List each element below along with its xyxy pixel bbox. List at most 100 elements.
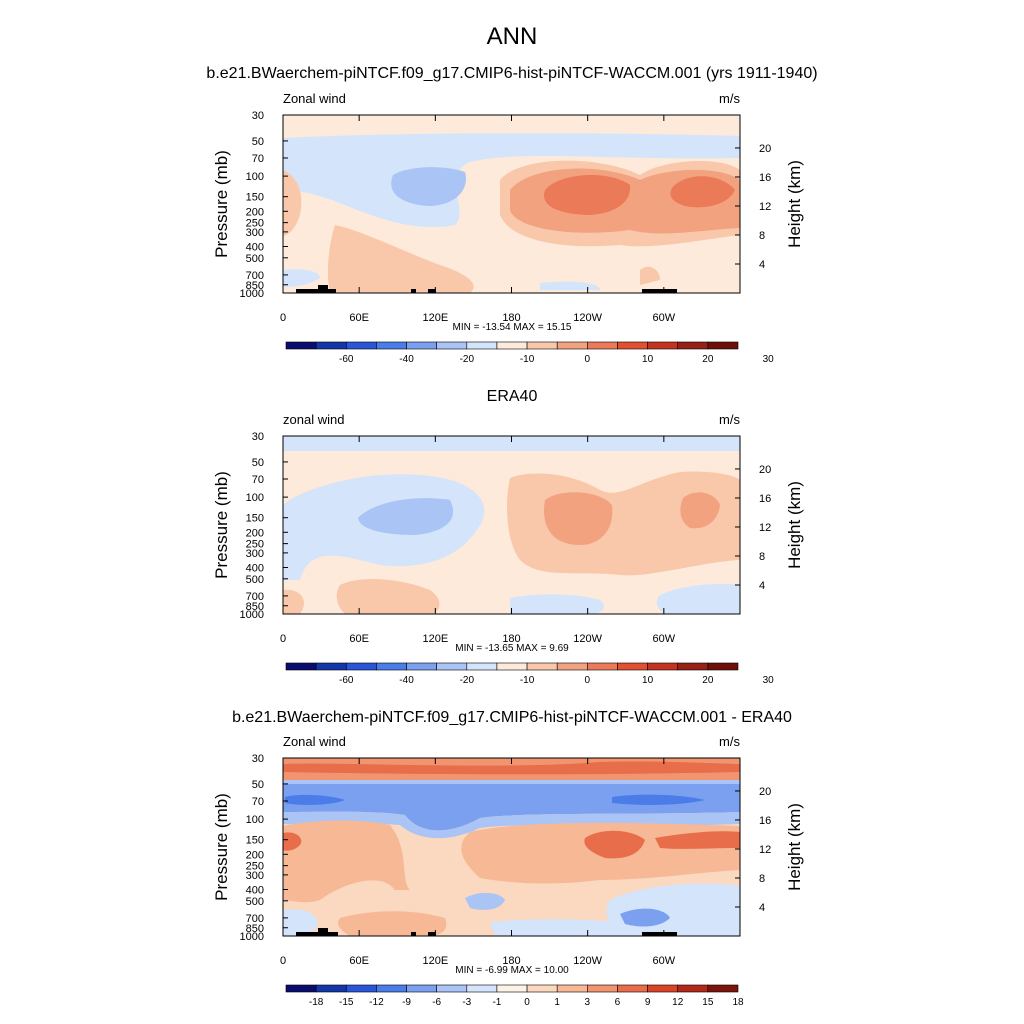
x-tick-label: 60W — [653, 312, 676, 324]
colorbar-label: 30 — [763, 354, 775, 365]
y2-axis-label: Height (km) — [785, 160, 804, 248]
y-tick-label: 500 — [246, 896, 264, 908]
colorbar-swatch — [617, 662, 648, 671]
y2-tick-label: 16 — [759, 815, 771, 827]
panel-title: ERA40 — [487, 388, 538, 405]
units-label: m/s — [719, 91, 740, 106]
y-tick-label: 400 — [246, 562, 264, 574]
colorbar-swatch — [376, 984, 407, 993]
colorbar-label: -60 — [339, 675, 354, 686]
y2-tick-label: 20 — [759, 143, 771, 155]
colorbar-label: -20 — [460, 354, 475, 365]
y2-tick-label: 12 — [759, 201, 771, 213]
x-tick-label: 0 — [280, 955, 286, 967]
y2-tick-label: 20 — [759, 786, 771, 798]
y-tick-label: 150 — [246, 192, 264, 204]
colorbar-swatch — [587, 984, 618, 993]
y-tick-label: 30 — [252, 431, 264, 443]
y-tick-label: 1000 — [240, 609, 264, 621]
x-tick-label: 120W — [573, 633, 602, 645]
y-tick-label: 150 — [246, 835, 264, 847]
colorbar-label: -6 — [432, 997, 441, 1008]
x-tick-label: 60W — [653, 633, 676, 645]
colorbar-label: 0 — [524, 997, 530, 1008]
colorbar-swatch — [677, 984, 709, 993]
y-tick-label: 500 — [246, 574, 264, 586]
y2-tick-label: 16 — [759, 172, 771, 184]
y2-tick-label: 12 — [759, 522, 771, 534]
colorbar-swatch — [376, 662, 407, 671]
colorbar-swatch — [496, 984, 528, 993]
y-tick-label: 1000 — [240, 931, 264, 943]
colorbar-swatch — [707, 341, 739, 350]
y-tick-label: 100 — [246, 171, 264, 183]
colorbar-swatch — [556, 341, 588, 350]
y-tick-label: 50 — [252, 457, 264, 469]
colorbar-swatch — [436, 662, 468, 671]
colorbar-label: -1 — [492, 997, 501, 1008]
y-tick-label: 30 — [252, 753, 264, 765]
colorbar-swatch — [707, 984, 739, 993]
colorbar-label: 0 — [585, 675, 591, 686]
x-tick-label: 0 — [280, 633, 286, 645]
colorbar-label: -20 — [460, 675, 475, 686]
y2-tick-label: 8 — [759, 230, 765, 242]
x-tick-label: 120E — [422, 633, 448, 645]
colorbar-swatch — [345, 662, 377, 671]
colorbar-label: -9 — [402, 997, 411, 1008]
y-tick-label: 100 — [246, 492, 264, 504]
colorbar-swatch — [526, 662, 558, 671]
colorbar-swatch — [496, 662, 528, 671]
colorbar-swatch — [345, 341, 377, 350]
y2-tick-label: 4 — [759, 902, 765, 914]
colorbar-swatch — [617, 984, 648, 993]
y2-axis-label: Height (km) — [785, 803, 804, 891]
colorbar-swatch — [496, 341, 528, 350]
colorbar-swatch — [707, 662, 739, 671]
x-tick-label: 60E — [349, 633, 369, 645]
panel-difference: b.e21.BWaerchem-piNTCF.f09_g17.CMIP6-his… — [212, 709, 804, 1008]
contour-field — [283, 758, 740, 936]
y-axis-label: Pressure (mb) — [212, 150, 231, 258]
y2-axis-label: Height (km) — [785, 481, 804, 569]
y-tick-label: 70 — [252, 153, 264, 165]
y-tick-label: 400 — [246, 884, 264, 896]
x-tick-label: 60W — [653, 955, 676, 967]
colorbar-swatch — [556, 662, 588, 671]
variable-label: zonal wind — [283, 412, 344, 427]
colorbar-label: 3 — [585, 997, 591, 1008]
variable-label: Zonal wind — [283, 734, 346, 749]
colorbar-label: 15 — [702, 997, 714, 1008]
y-tick-label: 700 — [246, 913, 264, 925]
colorbar-label: 0 — [585, 354, 591, 365]
y2-tick-label: 20 — [759, 464, 771, 476]
y2-tick-label: 16 — [759, 493, 771, 505]
colorbar-label: -40 — [399, 354, 414, 365]
x-tick-label: 120E — [422, 312, 448, 324]
panel-title: b.e21.BWaerchem-piNTCF.f09_g17.CMIP6-his… — [232, 709, 792, 726]
y2-tick-label: 8 — [759, 873, 765, 885]
colorbar-swatch — [376, 341, 407, 350]
colorbar-swatch — [526, 984, 558, 993]
y-tick-label: 850 — [246, 601, 264, 613]
y-tick-label: 500 — [246, 253, 264, 265]
y-tick-label: 700 — [246, 591, 264, 603]
colorbar-label: 20 — [702, 675, 714, 686]
y-tick-label: 400 — [246, 241, 264, 253]
y-tick-label: 200 — [246, 527, 264, 539]
colorbar-swatch — [647, 984, 679, 993]
colorbar-label: -40 — [399, 675, 414, 686]
y-tick-label: 250 — [246, 218, 264, 230]
y-tick-label: 200 — [246, 206, 264, 218]
colorbar-swatch — [315, 984, 347, 993]
y-tick-label: 70 — [252, 796, 264, 808]
stats-text: MIN = -13.54 MAX = 15.15 — [453, 322, 572, 333]
y-tick-label: 850 — [246, 923, 264, 935]
contour-field — [283, 436, 740, 614]
colorbar-swatch — [647, 341, 679, 350]
colorbar-swatch — [677, 341, 709, 350]
y-tick-label: 200 — [246, 849, 264, 861]
y-tick-label: 50 — [252, 136, 264, 148]
panel-model: b.e21.BWaerchem-piNTCF.f09_g17.CMIP6-his… — [206, 65, 817, 365]
y2-tick-label: 8 — [759, 551, 765, 563]
